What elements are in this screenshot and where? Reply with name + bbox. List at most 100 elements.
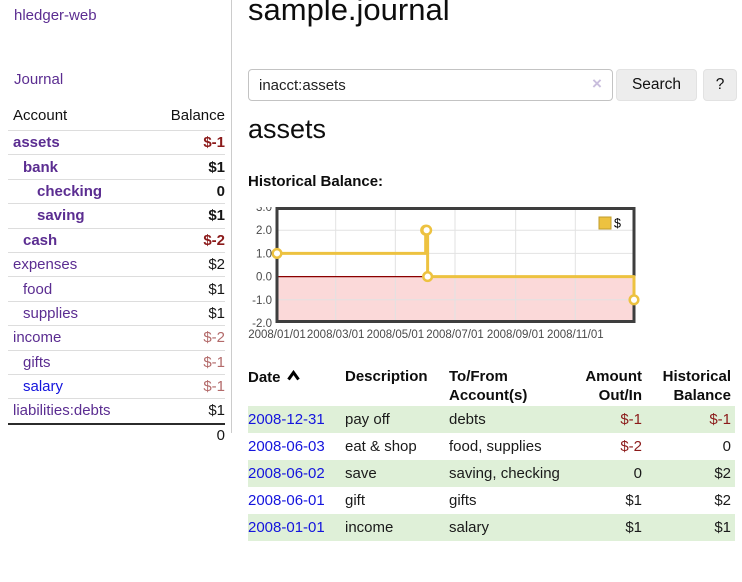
help-button[interactable]: ? — [703, 69, 737, 101]
account-row: checking 0 — [8, 178, 225, 203]
date-cell: 2008-06-03 — [248, 433, 345, 460]
sidebar-account-link[interactable]: checking — [37, 182, 103, 200]
date-cell: 2008-06-01 — [248, 487, 345, 514]
account-balance: $-1 — [203, 353, 225, 371]
sidebar-account-link[interactable]: bank — [23, 158, 59, 176]
legend-swatch — [598, 216, 612, 230]
table-row: 2008-12-31 pay off debts $-1 $-1 — [248, 406, 735, 433]
transaction-date-link[interactable]: 2008-06-02 — [248, 465, 325, 482]
x-tick-label: 2008/05/01 — [367, 329, 425, 341]
sidebar-account-link[interactable]: income — [13, 329, 62, 347]
search-input[interactable] — [248, 69, 613, 101]
sidebar-account-link[interactable]: food — [23, 280, 53, 298]
sidebar-account-link[interactable]: liabilities:debts — [13, 402, 111, 420]
account-balance: $-1 — [203, 134, 225, 152]
main-content: sample.journal × Search ? assets Histori… — [248, 0, 742, 582]
sidebar-account-link[interactable]: salary — [23, 378, 64, 396]
data-point — [422, 271, 434, 283]
description-cell: income — [345, 519, 394, 536]
accounts-cell: gifts — [449, 492, 477, 509]
x-tick-label: 2008/07/01 — [426, 329, 484, 341]
balance-cell: $2 — [714, 492, 731, 509]
y-tick-label: -1.0 — [252, 295, 272, 307]
account-balance: $1 — [208, 280, 225, 298]
sidebar-account-link[interactable]: expenses — [13, 256, 78, 274]
sidebar-total-row: 0 — [8, 422, 225, 446]
column-header-date[interactable]: Date — [248, 364, 345, 406]
account-row: gifts $-1 — [8, 349, 225, 374]
legend-label: $ — [614, 217, 621, 231]
transaction-date-link[interactable]: 2008-06-01 — [248, 492, 325, 509]
account-row: cash $-2 — [8, 227, 225, 252]
y-tick-label: 3.0 — [256, 207, 272, 214]
total-balance: 0 — [216, 426, 225, 444]
column-header-description[interactable]: Description — [345, 368, 428, 385]
column-header-accounts[interactable]: To/From Account(s) — [449, 368, 528, 404]
account-row: liabilities:debts $1 — [8, 398, 225, 422]
account-balance: 0 — [216, 182, 225, 200]
transaction-date-link[interactable]: 2008-01-01 — [248, 519, 325, 536]
sidebar: hledger-web Journal Account Balance asse… — [0, 0, 232, 444]
search-bar: × Search ? — [248, 69, 742, 101]
y-tick-label: 2.0 — [256, 225, 272, 237]
table-row: 2008-06-02 save saving, checking 0 $2 — [248, 460, 735, 487]
date-cell: 2008-12-31 — [248, 406, 345, 433]
amount-cell: 0 — [633, 465, 642, 482]
account-row: expenses $2 — [8, 251, 225, 276]
x-tick-label: 2008/11/01 — [547, 329, 604, 341]
brand-link[interactable]: hledger-web — [14, 7, 97, 24]
clear-search-icon[interactable]: × — [592, 74, 602, 93]
table-row: 2008-01-01 income salary $1 $1 — [248, 514, 735, 541]
account-row: salary $-1 — [8, 373, 225, 398]
account-row: income $-2 — [8, 325, 225, 349]
date-cell: 2008-01-01 — [248, 514, 345, 541]
accounts-cell: saving, checking — [449, 465, 560, 482]
description-cell: eat & shop — [345, 438, 417, 455]
x-tick-label: 2008/03/01 — [307, 329, 365, 341]
register-header-row: Date Description To/From Account(s) Amou… — [248, 364, 735, 406]
column-header-balance[interactable]: Historical Balance — [662, 368, 731, 404]
accounts-cell: salary — [449, 519, 490, 536]
data-point — [628, 294, 640, 306]
account-row: food $1 — [8, 276, 225, 300]
sidebar-account-link[interactable]: cash — [23, 231, 58, 249]
transaction-date-link[interactable]: 2008-06-03 — [248, 438, 325, 455]
account-row: saving $1 — [8, 203, 225, 227]
account-balance: $1 — [208, 207, 225, 225]
balance-cell: $1 — [714, 519, 731, 536]
transaction-date-link[interactable]: 2008-12-31 — [248, 411, 325, 428]
account-balance: $1 — [208, 158, 225, 176]
amount-cell: $-2 — [620, 438, 642, 455]
account-row: assets $-1 — [8, 130, 225, 154]
sidebar-item-journal[interactable]: Journal — [14, 71, 64, 88]
amount-cell: $1 — [625, 519, 642, 536]
accounts-cell: food, supplies — [449, 438, 542, 455]
balance-cell: $-1 — [709, 411, 731, 428]
account-balance: $-1 — [203, 378, 225, 396]
y-tick-label: -2.0 — [252, 318, 272, 330]
account-column-header: Account — [13, 107, 68, 124]
amount-cell: $-1 — [620, 411, 642, 428]
date-cell: 2008-06-02 — [248, 460, 345, 487]
column-header-amount[interactable]: Amount Out/In — [585, 368, 642, 404]
table-row: 2008-06-01 gift gifts $1 $2 — [248, 487, 735, 514]
account-balance: $1 — [208, 402, 225, 420]
x-tick-label: 2008/01/01 — [248, 329, 306, 341]
sidebar-account-link[interactable]: supplies — [23, 304, 79, 322]
historical-balance-chart: $3.0 2.0 1.0 0.0 -1.0 -2.0 2008/01/01 2008/03/0… — [240, 202, 680, 347]
account-heading: assets — [248, 114, 327, 144]
balance-cell: $2 — [714, 465, 731, 482]
account-balance: $-2 — [203, 231, 225, 249]
sidebar-account-link[interactable]: saving — [37, 207, 85, 225]
sidebar-accounts-body: assets $-1 bank $1 checking 0 saving $1 cash $-2 e… — [8, 130, 225, 423]
sidebar-account-link[interactable]: assets — [13, 134, 60, 152]
y-tick-label: 1.0 — [256, 248, 272, 260]
search-button[interactable]: Search — [616, 69, 697, 101]
plot-border — [275, 207, 636, 323]
sidebar-account-link[interactable]: gifts — [23, 353, 51, 371]
account-row: bank $1 — [8, 154, 225, 178]
accounts-cell: debts — [449, 411, 486, 428]
balance-cell: 0 — [722, 438, 731, 455]
